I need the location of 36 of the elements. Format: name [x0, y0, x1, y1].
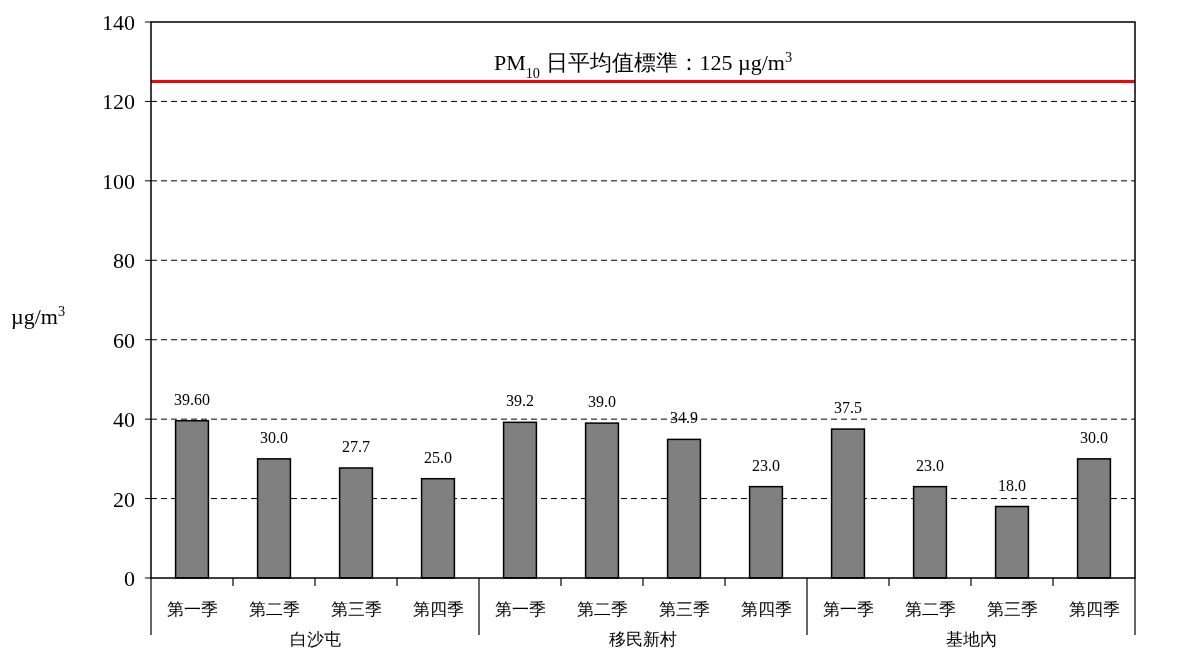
text: 移民新村 — [609, 630, 677, 649]
y-tick-label: 80 — [113, 248, 135, 274]
data-label: 23.0 — [916, 456, 944, 474]
data-label: 18.0 — [998, 476, 1026, 494]
y-tick-label: 120 — [102, 89, 135, 115]
data-label: 23.0 — [752, 456, 780, 474]
data-label: 37.5 — [834, 399, 862, 417]
y-tick-label: 40 — [113, 407, 135, 433]
x-tick-label: 第四季 — [412, 600, 464, 619]
x-tick-label: 第一季 — [494, 600, 546, 619]
x-tick-label: 第二季 — [576, 600, 628, 619]
x-tick-label: 第三季 — [986, 600, 1038, 619]
data-label: 27.7 — [342, 437, 370, 455]
x-tick-label: 第一季 — [822, 600, 874, 619]
y-tick-label: 140 — [102, 10, 135, 35]
text: 白沙屯 — [289, 630, 341, 649]
x-tick-label: 第四季 — [740, 600, 792, 619]
x-tick-label: 第一季 — [166, 600, 218, 619]
y-tick-label: 100 — [102, 168, 135, 194]
text: 基地內 — [945, 630, 997, 649]
ref-line-label: PM$_{10}$ 日平均值標準：125 µg/m$^{3}$ — [493, 48, 793, 81]
y-tick-label: 20 — [113, 486, 135, 512]
y-axis-title: µg/m$^{3}$ — [10, 303, 66, 329]
x-tick-label: 第四季 — [1068, 600, 1120, 619]
x-tick-label: 第二季 — [904, 600, 956, 619]
data-label: 25.0 — [424, 448, 452, 466]
x-tick-label: 第三季 — [330, 600, 382, 619]
x-tick-label: 第二季 — [248, 600, 300, 619]
data-label: 30.0 — [260, 428, 288, 446]
y-tick-label: 0 — [124, 566, 135, 591]
data-label: 39.60 — [174, 390, 210, 408]
data-label: 39.2 — [506, 392, 534, 410]
y-tick-label: 60 — [113, 327, 135, 353]
data-label: 30.0 — [1080, 428, 1108, 446]
x-tick-label: 第三季 — [658, 600, 710, 619]
data-label: 39.0 — [588, 393, 616, 411]
